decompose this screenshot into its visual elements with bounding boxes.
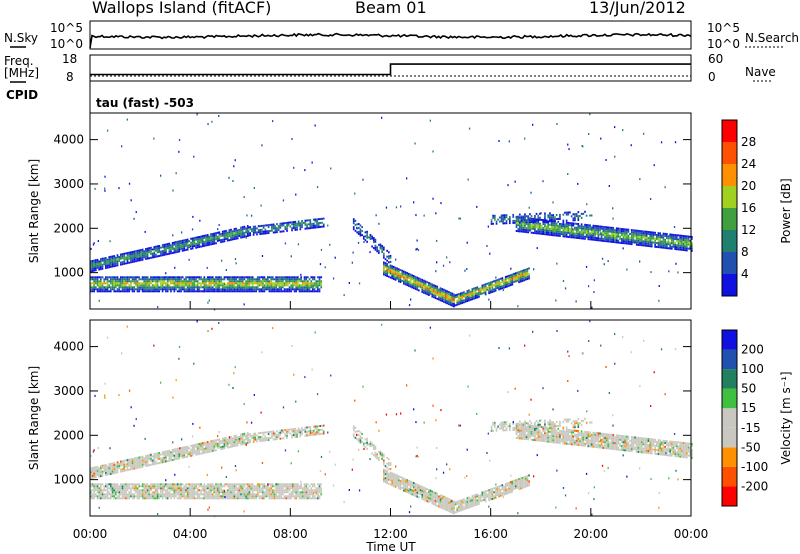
colorbar-tick-label: 100 (741, 362, 764, 376)
y-tick-label: 1000 (53, 266, 84, 280)
colorbar-segment (722, 388, 737, 409)
cpid-value: tau (fast) -503 (96, 96, 194, 110)
colorbar-segment (722, 186, 737, 208)
noise-series (89, 32, 692, 49)
colorbar-tick-label: -200 (741, 479, 768, 493)
colorbar-tick-label: 15 (741, 401, 756, 415)
x-tick-label: 12:00 (373, 527, 408, 541)
x-tick-label: 00:00 (73, 527, 108, 541)
colorbar-tick-label: 50 (741, 382, 756, 396)
nsky-label: N.Sky (4, 31, 39, 45)
colorbar-segment (722, 447, 737, 467)
x-tick-label: 04:00 (173, 527, 208, 541)
power-ylabel: Slant Range [km] (27, 159, 41, 263)
velocity-y-ticks: 1000 2000 3000 4000 (53, 340, 691, 487)
colorbar-tick-label: -50 (741, 440, 761, 454)
nave-tick-high: 60 (708, 52, 724, 66)
colorbar-segment (722, 427, 737, 448)
colorbar-tick-label: -15 (741, 421, 761, 435)
freq-tick-low: 8 (66, 70, 74, 84)
velocity-colorbar-label: Velocity [m s⁻¹] (779, 371, 793, 464)
noise-tick-low-right: 10^0 (707, 37, 740, 51)
power-colorbar-label: Power [dB] (779, 178, 793, 243)
colorbar-segment (722, 120, 737, 142)
y-tick-label: 2000 (53, 221, 84, 235)
colorbar-tick-label: 24 (741, 157, 756, 171)
colorbar-segment (722, 349, 737, 370)
x-tick-label: 16:00 (473, 527, 508, 541)
frequency-series (90, 63, 691, 76)
y-tick-label: 1000 (53, 473, 84, 487)
nsearch-label: N.Search (745, 31, 800, 45)
freq-unit-label: [MHz] (4, 66, 40, 80)
freq-label: Freq. (4, 54, 34, 68)
noise-tick-low: 10^0 (50, 37, 83, 51)
x-ticks: 00:00 04:00 08:00 12:00 16:00 20:00 00:00 (73, 301, 709, 541)
noise-tick-high: 10^5 (50, 21, 83, 35)
colorbar-segment (722, 164, 737, 186)
velocity-data (90, 320, 693, 518)
colorbar-segment (722, 252, 737, 274)
velocity-colorbar: 200 100 50 15 -15 -50 -100 -200 (721, 329, 768, 507)
colorbar-segment (722, 466, 737, 487)
cpid-label: CPID (6, 88, 39, 102)
date-title: 13/Jun/2012 (589, 0, 686, 17)
y-tick-label: 2000 (53, 428, 84, 442)
y-tick-label: 3000 (53, 384, 84, 398)
power-colorbar: 4 8 12 16 20 24 28 (721, 119, 756, 297)
colorbar-segment (722, 230, 737, 252)
nave-tick-low: 0 (708, 70, 716, 84)
colorbar-segment (722, 369, 737, 389)
beam-title: Beam 01 (355, 0, 427, 17)
colorbar-tick-label: 28 (741, 135, 756, 149)
y-tick-label: 4000 (53, 340, 84, 354)
colorbar-segment (722, 274, 737, 296)
colorbar-segment (722, 486, 737, 506)
velocity-ylabel: Slant Range [km] (27, 366, 41, 470)
colorbar-tick-label: 8 (741, 245, 749, 259)
colorbar-tick-label: 20 (741, 179, 756, 193)
y-tick-label: 3000 (53, 177, 84, 191)
freq-tick-high: 18 (62, 52, 78, 66)
x-tick-label: 00:00 (674, 527, 709, 541)
nave-label: Nave (745, 65, 776, 79)
colorbar-segment (722, 330, 737, 350)
y-tick-label: 4000 (53, 133, 84, 147)
station-title: Wallops Island (fitACF) (92, 0, 272, 17)
colorbar-tick-label: 200 (741, 343, 764, 357)
x-tick-label: 20:00 (574, 527, 609, 541)
power-data (90, 113, 693, 311)
colorbar-segment (722, 142, 737, 164)
noise-tick-high-right: 10^5 (707, 21, 740, 35)
colorbar-segment (722, 208, 737, 230)
x-tick-label: 08:00 (273, 527, 308, 541)
colorbar-tick-label: 16 (741, 201, 756, 215)
power-y-ticks: 1000 2000 3000 4000 (53, 133, 691, 280)
colorbar-tick-label: 12 (741, 223, 756, 237)
colorbar-tick-label: 4 (741, 267, 749, 281)
colorbar-tick-label: -100 (741, 460, 768, 474)
colorbar-segment (722, 408, 737, 428)
time-xlabel: Time UT (365, 540, 416, 554)
